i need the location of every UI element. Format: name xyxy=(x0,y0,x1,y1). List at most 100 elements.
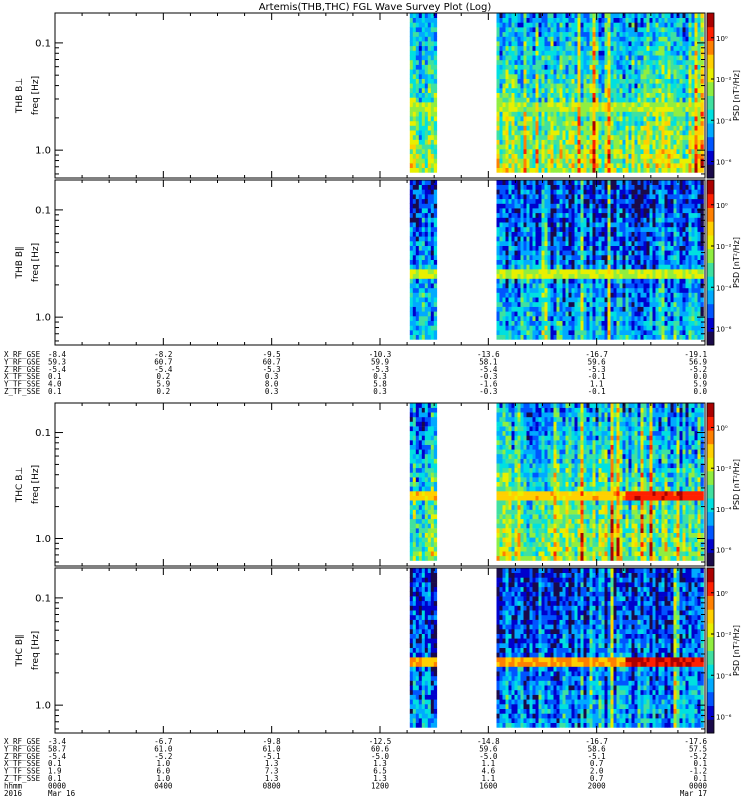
spectrogram-cell xyxy=(598,153,602,159)
spectrogram-cell xyxy=(502,22,506,28)
spectrogram-cell xyxy=(673,116,677,122)
spectrogram-cell xyxy=(583,245,587,251)
spectrogram-cell xyxy=(658,13,662,18)
spectrogram-cell xyxy=(613,231,617,237)
spectrogram-cell xyxy=(604,316,608,321)
spectrogram-cell xyxy=(580,102,584,108)
spectrogram-cell xyxy=(517,255,521,260)
spectrogram-cell xyxy=(562,158,566,164)
spectrogram-cell xyxy=(553,97,557,103)
spectrogram-cell xyxy=(655,17,659,23)
spectrogram-cell xyxy=(499,139,503,145)
spectrogram-cell xyxy=(517,278,521,284)
spectrogram-cell xyxy=(643,92,647,98)
spectrogram-cell xyxy=(595,306,599,312)
spectrogram-cell xyxy=(607,203,611,209)
spectrogram-cell xyxy=(430,106,435,112)
spectrogram-cell xyxy=(565,203,569,209)
spectrogram-cell xyxy=(550,217,554,223)
spectrogram-cell xyxy=(619,250,623,256)
spectrogram-cell xyxy=(556,78,560,84)
spectrogram-cell xyxy=(583,194,587,200)
spectrogram-cell xyxy=(580,27,584,33)
spectrogram-cell xyxy=(700,125,704,131)
spectrogram-cell xyxy=(598,149,602,154)
spectrogram-cell xyxy=(604,36,608,42)
spectrogram-cell xyxy=(547,297,551,303)
spectrogram-cell xyxy=(502,36,506,42)
spectrogram-cell xyxy=(511,78,515,84)
spectrogram-cell xyxy=(592,167,596,173)
spectrogram-cell xyxy=(634,78,638,84)
spectrogram-cell xyxy=(589,180,593,185)
spectrogram-cell xyxy=(418,27,423,33)
spectrogram-cell xyxy=(595,45,599,51)
spectrogram-cell xyxy=(607,255,611,260)
spectrogram-cell xyxy=(424,97,429,103)
spectrogram-cell xyxy=(409,106,414,112)
spectrogram-cell xyxy=(502,69,506,75)
spectrogram-cell xyxy=(607,144,611,150)
spectrogram-cell xyxy=(427,325,432,331)
spectrogram-cell xyxy=(574,144,578,150)
spectrogram-cell xyxy=(415,226,420,232)
spectrogram-cell xyxy=(592,125,596,131)
spectrogram-cell xyxy=(607,102,611,108)
spectrogram-cell xyxy=(496,167,500,173)
spectrogram-cell xyxy=(601,139,605,145)
spectrogram-cell xyxy=(571,78,575,84)
spectrogram-cell xyxy=(523,163,527,168)
spectrogram-cell xyxy=(595,50,599,56)
spectrogram-cell xyxy=(649,283,653,289)
spectrogram-cell xyxy=(697,125,701,131)
spectrogram-cell xyxy=(643,231,647,237)
spectrogram-cell xyxy=(697,13,701,18)
spectrogram-cell xyxy=(613,116,617,122)
spectrogram-cell xyxy=(409,36,414,42)
spectrogram-cell xyxy=(556,301,560,307)
spectrogram-cell xyxy=(682,120,686,126)
spectrogram-cell xyxy=(598,250,602,256)
spectrogram-cell xyxy=(541,106,545,112)
spectrogram-cell xyxy=(532,269,536,275)
spectrogram-cell xyxy=(613,17,617,23)
spectrogram-cell xyxy=(427,226,432,232)
spectrogram-cell xyxy=(613,320,617,326)
spectrogram-cells xyxy=(409,180,704,340)
spectrogram-cell xyxy=(676,31,680,37)
spectrogram-cell xyxy=(616,22,620,28)
spectrogram-cell xyxy=(541,97,545,103)
spectrogram-cell xyxy=(532,45,536,51)
spectrogram-cell xyxy=(523,259,527,265)
spectrogram-cell xyxy=(541,316,545,321)
spectrogram-cell xyxy=(649,311,653,317)
spectrogram-cell xyxy=(556,74,560,79)
spectrogram-cell xyxy=(697,134,701,140)
spectrogram-cell xyxy=(631,78,635,84)
spectrogram-cell xyxy=(631,297,635,303)
spectrogram-cell xyxy=(601,120,605,126)
spectrogram-cell xyxy=(544,158,548,164)
spectrogram-cell xyxy=(433,120,438,126)
spectrogram-cell xyxy=(496,255,500,260)
spectrogram-cell xyxy=(694,139,698,145)
spectrogram-cell xyxy=(430,212,435,218)
spectrogram-cell xyxy=(670,59,674,65)
spectrogram-cell xyxy=(568,45,572,51)
spectrogram-cell xyxy=(505,297,509,303)
spectrogram-cell xyxy=(559,74,563,79)
spectrogram-cell xyxy=(505,245,509,251)
spectrogram-cell xyxy=(433,325,438,331)
spectrogram-cell xyxy=(535,167,539,173)
spectrogram-cell xyxy=(577,269,581,275)
spectrogram-cell xyxy=(556,92,560,98)
spectrogram-cell xyxy=(601,102,605,108)
spectrogram-cell xyxy=(523,41,527,47)
y-tick-label: 0.1 xyxy=(35,38,51,49)
spectrogram-cell xyxy=(514,59,518,65)
spectrogram-cell xyxy=(547,189,551,195)
spectrogram-cell xyxy=(547,125,551,131)
spectrogram-cell xyxy=(565,22,569,28)
spectrogram-cell xyxy=(424,330,429,335)
spectrogram-cell xyxy=(661,106,665,112)
